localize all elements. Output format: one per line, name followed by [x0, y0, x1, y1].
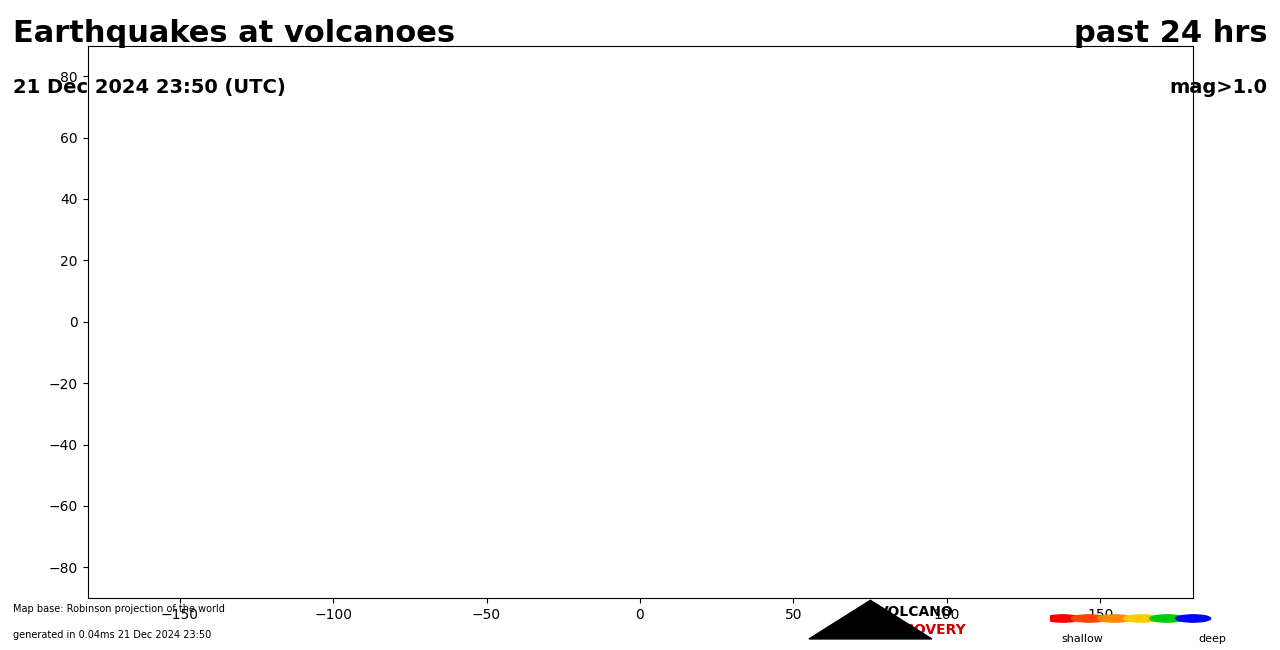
Text: 21 Dec 2024 23:50 (UTC): 21 Dec 2024 23:50 (UTC) [13, 78, 285, 97]
Circle shape [1097, 615, 1133, 622]
Text: deep: deep [1199, 634, 1226, 644]
Text: shallow: shallow [1061, 634, 1103, 644]
Text: Map base: Robinson projection of the world: Map base: Robinson projection of the wor… [13, 604, 225, 614]
Text: generated in 0.04ms 21 Dec 2024 23:50: generated in 0.04ms 21 Dec 2024 23:50 [13, 630, 211, 640]
Text: mag>1.0: mag>1.0 [1169, 78, 1267, 97]
Circle shape [1124, 615, 1158, 622]
Circle shape [1149, 615, 1184, 622]
Text: VOLCANO: VOLCANO [878, 604, 954, 619]
Text: past 24 hrs: past 24 hrs [1074, 20, 1267, 49]
Text: DISCOVERY: DISCOVERY [878, 623, 966, 637]
Text: Earthquakes at volcanoes: Earthquakes at volcanoes [13, 20, 454, 49]
Circle shape [1071, 615, 1106, 622]
Circle shape [1176, 615, 1211, 622]
Circle shape [1046, 615, 1080, 622]
Polygon shape [809, 601, 932, 639]
